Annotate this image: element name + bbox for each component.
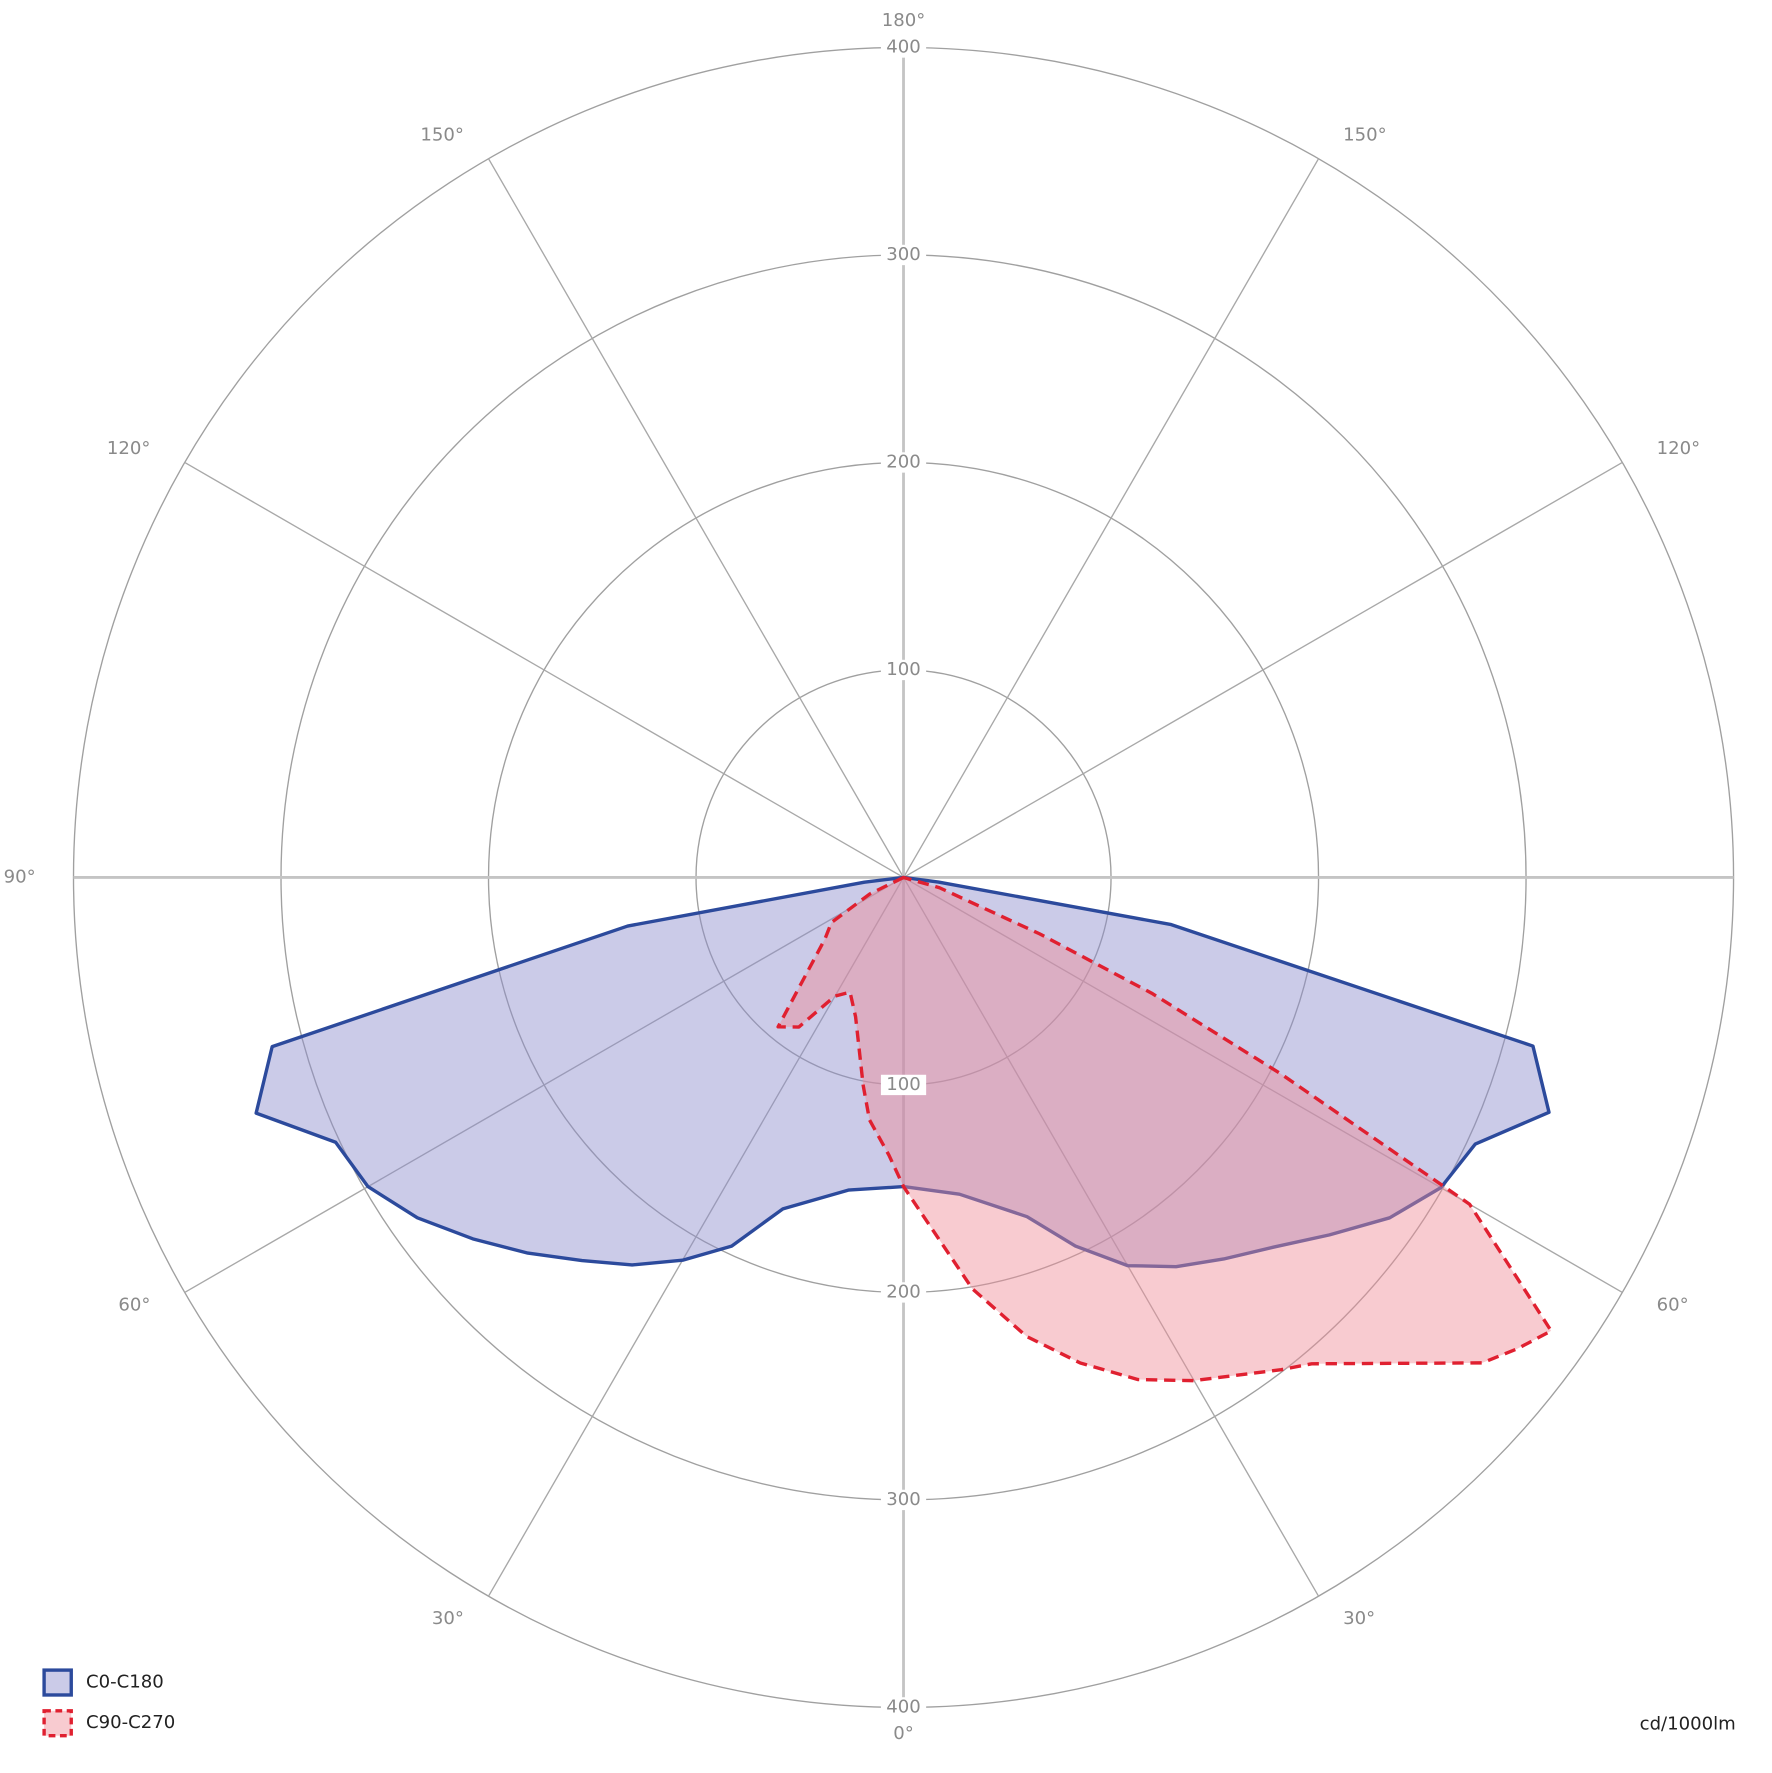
r-tick-label: 200 <box>886 451 921 472</box>
spoke <box>902 158 1320 878</box>
angle-label: 90° <box>4 866 36 887</box>
tick-label-bg <box>880 659 927 681</box>
angle-label: 120° <box>107 438 151 459</box>
tick-label-bg <box>880 244 927 266</box>
unit-label: cd/1000lm <box>1640 1713 1736 1734</box>
angle-label: 30° <box>432 1608 464 1629</box>
spoke <box>903 461 1623 879</box>
r-tick-label: 300 <box>886 1489 921 1510</box>
legend-label: C0-C180 <box>86 1672 164 1693</box>
legend-swatch <box>42 1668 73 1697</box>
angle-label: 0° <box>893 1723 914 1744</box>
r-tick-label: 100 <box>886 659 921 680</box>
tick-label-bg <box>880 37 927 58</box>
r-tick-label: 100 <box>886 1074 921 1095</box>
angle-label: 150° <box>420 125 464 146</box>
series-area <box>776 875 1553 1383</box>
spoke <box>184 876 904 1294</box>
angle-label: 180° <box>882 10 926 31</box>
tick-label-bg <box>880 1074 927 1096</box>
spoke <box>487 158 905 878</box>
spoke <box>487 877 905 1597</box>
angle-label: 30° <box>1343 1608 1375 1629</box>
angle-label: 120° <box>1657 438 1701 459</box>
spoke <box>903 876 1623 1294</box>
angle-label: 60° <box>1657 1295 1689 1316</box>
angle-label: 60° <box>118 1295 150 1316</box>
r-tick-label: 400 <box>886 36 921 57</box>
tick-label-bg <box>880 1697 927 1718</box>
r-tick-label: 400 <box>886 1696 921 1717</box>
legend-label: C90-C270 <box>86 1712 175 1733</box>
r-tick-label: 200 <box>886 1281 921 1302</box>
legend-swatch <box>42 1709 73 1738</box>
spoke <box>902 877 1320 1597</box>
angle-label: 150° <box>1343 125 1387 146</box>
r-tick-label: 300 <box>886 244 921 265</box>
tick-label-bg <box>880 1489 927 1511</box>
tick-label-bg <box>880 1282 927 1303</box>
spoke <box>184 461 904 879</box>
tick-label-bg <box>880 452 927 473</box>
